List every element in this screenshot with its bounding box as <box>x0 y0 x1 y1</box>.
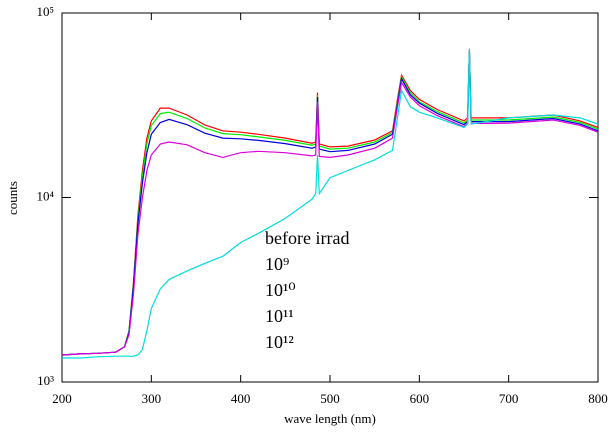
legend-entry: 10⁹ <box>265 254 289 274</box>
x-tick-label: 300 <box>142 391 162 406</box>
x-tick-label: 800 <box>588 391 608 406</box>
series-line <box>62 48 599 359</box>
series-line <box>61 52 599 356</box>
x-tick-label: 500 <box>320 391 340 406</box>
x-tick-label: 200 <box>52 391 72 406</box>
x-tick-label: 400 <box>231 391 251 406</box>
legend-entry: 10¹¹ <box>265 306 294 326</box>
series-line <box>61 49 599 356</box>
y-axis-label: counts <box>5 181 20 215</box>
legend-entry: 10¹² <box>265 332 294 352</box>
legend-entry: 10¹⁰ <box>265 280 296 300</box>
series-line <box>61 51 599 356</box>
y-tick-label: 10⁵ <box>36 4 54 19</box>
legend-entry: before irrad <box>265 228 349 248</box>
y-tick-label: 10⁴ <box>36 188 54 203</box>
x-tick-label: 700 <box>499 391 519 406</box>
x-tick-label: 600 <box>410 391 430 406</box>
y-tick-label: 10³ <box>37 373 54 388</box>
x-axis-label: wave length (nm) <box>284 411 376 426</box>
